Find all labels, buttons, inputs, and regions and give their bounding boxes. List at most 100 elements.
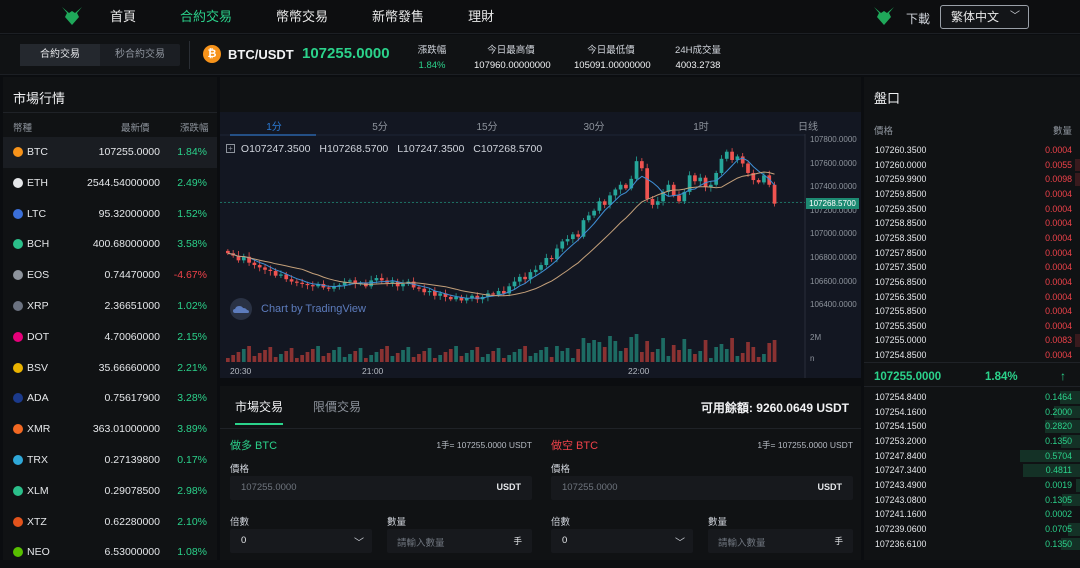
- download-logo-icon[interactable]: [872, 5, 896, 27]
- volume-bar: [619, 351, 623, 362]
- buy-qty-input[interactable]: 請輸入數量手: [387, 529, 532, 553]
- nav-link-home[interactable]: 首頁: [110, 0, 136, 34]
- market-symbol: ETH: [27, 177, 48, 189]
- volume-bar: [444, 352, 448, 362]
- volume-bar: [300, 355, 304, 362]
- nav-link-finance[interactable]: 理財: [468, 0, 494, 34]
- nav-link-spot[interactable]: 幣幣交易: [276, 0, 328, 34]
- chevron-down-icon: ﹀: [354, 534, 364, 549]
- book-qty: 0.0004: [1045, 233, 1072, 243]
- book-qty: 0.0705: [1045, 524, 1072, 534]
- tab-limit-order[interactable]: 限價交易: [313, 398, 361, 425]
- volume-bar: [497, 348, 501, 362]
- logo-icon[interactable]: [60, 5, 84, 27]
- tab-contract[interactable]: 合約交易: [20, 44, 100, 66]
- buy-leverage-select[interactable]: 0﹀: [230, 529, 372, 553]
- candle: [306, 284, 310, 285]
- volume-bar: [751, 347, 755, 362]
- nav-link-ido[interactable]: 新幣發售: [372, 0, 424, 34]
- download-link[interactable]: 下載: [906, 10, 930, 27]
- tab-second-contract[interactable]: 秒合約交易: [100, 44, 180, 66]
- nav-link-contract[interactable]: 合約交易: [180, 0, 232, 34]
- tab-market-order[interactable]: 市場交易: [235, 398, 283, 425]
- stat-value: 4003.2738: [671, 60, 725, 71]
- volume-bar: [629, 337, 633, 362]
- volume-bar: [762, 354, 766, 362]
- candle: [608, 195, 612, 204]
- volume-bar: [274, 357, 278, 362]
- market-symbol: TRX: [27, 454, 48, 466]
- candle: [555, 249, 559, 260]
- stat-label: 24H成交量: [671, 42, 725, 56]
- volume-bar: [279, 354, 283, 362]
- volume-bar: [773, 340, 777, 362]
- sell-leverage-select[interactable]: 0﹀: [551, 529, 693, 553]
- sell-qty-input[interactable]: 請輸入數量手: [708, 529, 853, 553]
- volume-bar: [375, 352, 379, 362]
- volume-bar: [470, 350, 474, 362]
- depth-bar: [1075, 159, 1080, 172]
- tradingview-watermark[interactable]: Chart by TradingView: [230, 298, 370, 320]
- candle: [651, 199, 655, 205]
- candle: [300, 283, 304, 284]
- candle: [279, 274, 283, 275]
- pair-name[interactable]: BTC/USDT: [228, 47, 294, 62]
- candle: [592, 211, 596, 216]
- candlestick-svg[interactable]: [220, 112, 861, 378]
- header-symbol: 幣種: [13, 120, 32, 134]
- volume-bar: [534, 353, 538, 362]
- book-price: 107256.8500: [875, 277, 926, 287]
- volume-bar: [608, 336, 612, 362]
- language-select[interactable]: 繁体中文﹀: [940, 5, 1029, 29]
- candle: [640, 161, 644, 168]
- volume-bar: [571, 358, 575, 362]
- trade-tabs: 市場交易 限價交易: [235, 398, 391, 425]
- volume-bar: [406, 347, 410, 362]
- candle: [491, 293, 495, 294]
- available-balance: 可用餘額: 9260.0649 USDT: [701, 399, 849, 416]
